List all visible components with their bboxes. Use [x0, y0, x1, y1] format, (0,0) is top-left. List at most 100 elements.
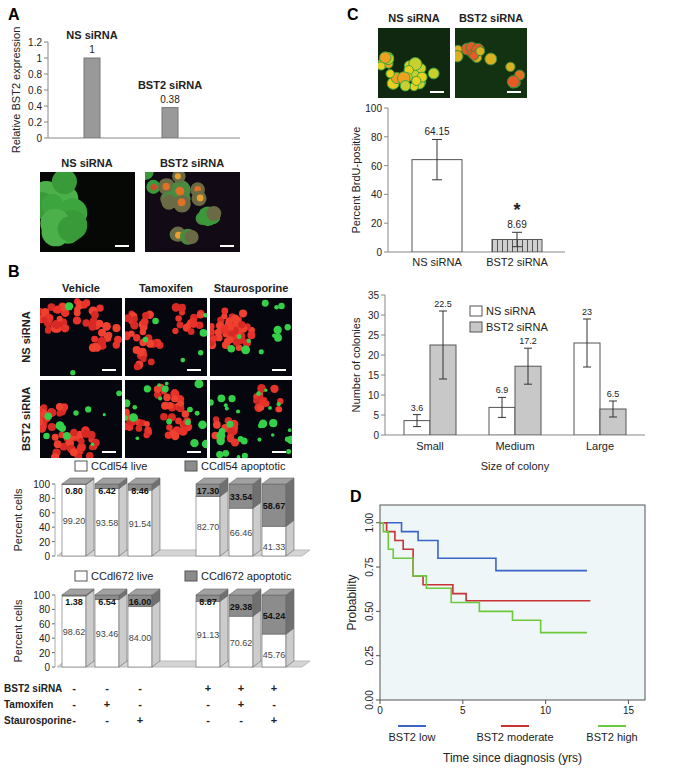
scale-bar — [102, 451, 116, 453]
cell — [185, 230, 199, 244]
bar-side — [286, 589, 294, 634]
bar — [84, 58, 100, 138]
cell — [138, 349, 145, 356]
apoptotic-cell — [202, 440, 207, 449]
error-cap — [432, 139, 442, 140]
tick — [381, 435, 385, 436]
legend-label: CCdl672 apoptotic — [201, 570, 292, 582]
figure: ABCDNS siRNABST2 siRNA00.20.40.60.811.2R… — [0, 0, 686, 773]
panel-letter: D — [350, 488, 362, 505]
tick — [381, 355, 385, 356]
data-label: 16.00 — [129, 597, 152, 607]
data-label: 8.46 — [131, 486, 149, 496]
tick-label: 60 — [371, 161, 383, 172]
cell — [166, 402, 173, 409]
apoptotic-cell — [203, 313, 207, 318]
condition-sign: + — [271, 714, 277, 726]
cell — [172, 172, 185, 183]
axis-label: Percent cells — [12, 488, 24, 551]
bar-side — [253, 502, 261, 556]
legend-swatch — [185, 461, 197, 471]
error-line — [502, 397, 503, 417]
cell — [125, 409, 130, 416]
apoptotic-cell — [287, 436, 292, 444]
bar — [229, 616, 253, 667]
bar — [262, 484, 286, 526]
tick — [376, 655, 380, 656]
apoptotic-cell — [286, 449, 291, 454]
category-label: NS siRNA — [412, 256, 462, 268]
y-axis — [388, 108, 389, 252]
bar-side — [86, 479, 94, 556]
cell — [134, 363, 141, 370]
error-line — [443, 311, 444, 379]
nucleus — [197, 194, 204, 201]
cell — [183, 417, 191, 425]
cell — [54, 440, 62, 448]
cell — [145, 172, 154, 180]
cell — [228, 325, 234, 331]
cell — [253, 398, 259, 404]
cell — [171, 432, 179, 440]
condition-sign: + — [205, 682, 211, 694]
micrograph — [125, 380, 207, 458]
apoptotic-cell — [259, 420, 267, 428]
error-cap — [583, 367, 591, 368]
tick — [381, 335, 385, 336]
plot-marks — [62, 478, 294, 556]
error-cap — [439, 311, 447, 312]
data-label: 84.00 — [129, 633, 152, 643]
apoptotic-cell — [268, 406, 272, 410]
bar-side — [286, 478, 294, 526]
plot-marks — [40, 172, 87, 246]
label: NS siRNA — [388, 12, 439, 24]
data-label: 0.80 — [65, 486, 83, 496]
cell — [210, 335, 217, 342]
data-label: 3.6 — [411, 403, 424, 413]
micrograph — [210, 298, 292, 376]
tick-label: 20 — [368, 350, 380, 361]
cell — [400, 81, 410, 91]
tick-label: 35 — [368, 290, 380, 301]
bar-top — [196, 589, 228, 595]
apoptotic-cell — [272, 334, 276, 338]
cell — [74, 309, 81, 316]
cell — [141, 318, 149, 326]
plot-marks — [210, 384, 292, 458]
y-axis — [55, 595, 56, 667]
legend-swatch — [470, 322, 482, 332]
data-label: 91.54 — [129, 519, 152, 529]
tick — [44, 138, 48, 139]
micrograph — [40, 380, 122, 458]
significance: * — [513, 200, 520, 220]
apoptotic-cell — [277, 402, 281, 406]
apoptotic-cell — [157, 383, 161, 387]
label: BST2 siRNA — [20, 387, 32, 451]
tick-label: 0.4 — [28, 101, 42, 112]
tick — [384, 165, 388, 166]
tick-label: 0.2 — [28, 117, 42, 128]
tick-label: 1 — [36, 53, 42, 64]
cell — [40, 406, 43, 413]
tick-label: 0.50 — [364, 601, 375, 621]
data-label: 58.67 — [263, 501, 286, 511]
survival-line — [380, 523, 587, 571]
tick — [44, 90, 48, 91]
apoptotic-cell — [190, 439, 198, 447]
condition-sign: - — [105, 714, 109, 726]
cell — [412, 76, 421, 85]
data-label: 1 — [89, 44, 95, 55]
apoptotic-cell — [152, 318, 159, 325]
cell — [177, 321, 184, 328]
tick-label: 40 — [371, 189, 383, 200]
apoptotic-cell — [288, 428, 292, 432]
cell — [96, 320, 104, 328]
cell — [213, 421, 221, 429]
category-label: Small — [416, 440, 444, 452]
error-cap — [583, 319, 591, 320]
tick-label: 100 — [33, 479, 50, 490]
tick — [376, 567, 380, 568]
error-line — [613, 401, 614, 417]
axis-label: Probability — [345, 574, 359, 630]
apoptotic-cell — [180, 358, 185, 363]
